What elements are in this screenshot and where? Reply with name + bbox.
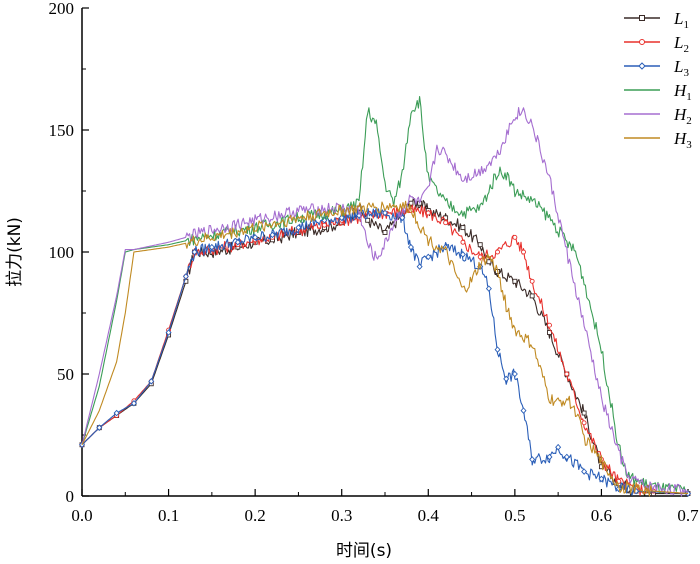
data-point xyxy=(460,239,466,245)
series-l2 xyxy=(79,204,691,497)
data-point xyxy=(191,248,198,256)
data-point xyxy=(208,243,215,251)
series-line-h2 xyxy=(81,107,689,497)
data-point xyxy=(512,234,518,240)
data-point xyxy=(425,210,431,216)
legend-item-h3: H3 xyxy=(624,129,692,151)
data-point xyxy=(555,443,562,451)
series-h1 xyxy=(81,96,689,495)
x-tick-label: 0.3 xyxy=(331,506,352,525)
x-tick-label: 0.0 xyxy=(71,506,92,525)
data-point xyxy=(512,278,518,284)
data-point xyxy=(234,238,241,246)
x-tick-label: 0.5 xyxy=(504,506,525,525)
data-point xyxy=(495,249,500,255)
y-tick-label: 150 xyxy=(49,121,75,140)
data-point xyxy=(547,322,552,328)
data-point xyxy=(529,278,535,284)
data-point xyxy=(443,220,449,226)
y-axis-title: 拉力(kN) xyxy=(5,217,25,287)
data-point xyxy=(564,371,570,377)
legend-item-h2: H2 xyxy=(624,105,692,127)
legend-label: L1 xyxy=(673,9,689,31)
x-axis-title: 时间(s) xyxy=(336,541,392,561)
legend-item-h1: H1 xyxy=(624,81,692,103)
legend-label: H1 xyxy=(673,81,692,103)
data-point xyxy=(598,475,605,483)
y-tick-label: 100 xyxy=(49,243,75,262)
data-point xyxy=(113,409,120,417)
data-point xyxy=(460,225,466,231)
data-point xyxy=(295,224,302,231)
data-point xyxy=(459,251,466,258)
legend-item-l1: L1 xyxy=(624,9,689,31)
legend-item-l3: L3 xyxy=(624,57,689,79)
data-point xyxy=(252,234,259,241)
data-point xyxy=(563,453,570,461)
series-l3 xyxy=(78,208,692,497)
data-point xyxy=(477,242,483,248)
x-tick-label: 0.7 xyxy=(677,506,699,525)
axes xyxy=(81,8,688,497)
series-h3 xyxy=(81,200,689,497)
data-point xyxy=(425,253,432,261)
x-tick-label: 0.4 xyxy=(418,506,440,525)
legend-item-l2: L2 xyxy=(624,33,689,55)
data-point xyxy=(520,407,527,414)
legend-label: H2 xyxy=(673,105,692,127)
x-tick-label: 0.6 xyxy=(591,506,612,525)
legend-marker xyxy=(638,62,646,70)
data-point xyxy=(338,214,345,222)
data-point xyxy=(485,285,492,292)
y-tick-label: 50 xyxy=(57,365,74,384)
data-point xyxy=(529,456,536,463)
data-point xyxy=(165,329,172,336)
series-lines xyxy=(78,96,692,497)
x-tick-label: 0.2 xyxy=(245,506,266,525)
series-line-h3 xyxy=(81,200,689,497)
data-point xyxy=(96,424,103,431)
x-tick-label: 0.1 xyxy=(158,506,179,525)
data-point xyxy=(521,249,526,255)
data-point xyxy=(321,222,327,228)
y-tick-label: 200 xyxy=(49,0,75,18)
data-point xyxy=(416,263,423,270)
y-tick-label: 0 xyxy=(66,487,75,506)
data-point xyxy=(148,378,155,385)
data-point xyxy=(494,346,501,353)
series-line-l1 xyxy=(81,197,688,496)
data-point xyxy=(382,230,388,235)
data-point xyxy=(581,420,587,426)
series-line-l2 xyxy=(81,204,689,496)
series-h2 xyxy=(81,107,689,497)
legend-label: L2 xyxy=(673,33,689,55)
data-point xyxy=(486,259,492,265)
data-point xyxy=(130,400,137,407)
series-line-l3 xyxy=(81,208,689,496)
data-point xyxy=(529,293,535,299)
data-point xyxy=(511,370,518,378)
legend-label: L3 xyxy=(673,57,689,79)
data-point xyxy=(407,243,414,251)
data-point xyxy=(381,209,389,217)
data-point xyxy=(503,375,510,383)
data-point xyxy=(408,200,414,206)
data-point xyxy=(269,231,276,239)
series-line-h1 xyxy=(81,96,689,495)
data-point xyxy=(546,453,553,461)
legend-marker xyxy=(639,15,645,21)
data-point xyxy=(581,410,587,416)
legend-marker xyxy=(639,39,645,45)
data-point xyxy=(182,273,189,280)
data-point xyxy=(365,217,371,223)
ticks: 0.0 0.1 0.2 0.3 0.4 0.5 0.6 0.7 0 50 100 150 200 xyxy=(49,0,700,525)
data-point xyxy=(581,468,588,475)
legend-label: H3 xyxy=(673,129,692,151)
data-point xyxy=(477,254,483,260)
